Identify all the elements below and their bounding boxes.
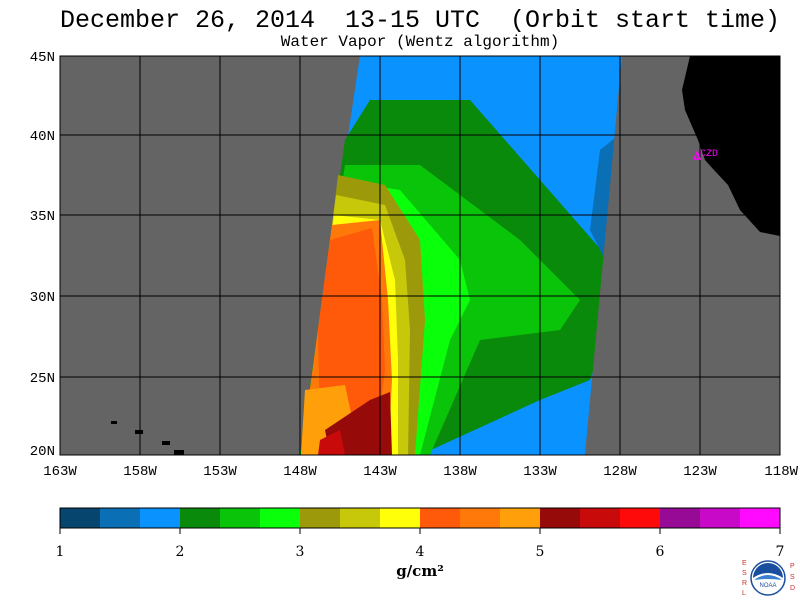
longitude-label: 148W bbox=[283, 464, 317, 480]
colorbar-tick-label: 6 bbox=[656, 544, 665, 560]
colorbar-swatch bbox=[260, 508, 301, 528]
colorbar-swatch bbox=[500, 508, 541, 528]
coastal-no-data bbox=[585, 56, 780, 455]
colorbar-tick-label: 3 bbox=[296, 544, 305, 560]
colorbar-swatch bbox=[700, 508, 741, 528]
colorbar-swatch bbox=[300, 508, 341, 528]
station-glyph bbox=[692, 150, 702, 160]
logo-center-text: NOAA bbox=[759, 583, 776, 589]
colorbar-tick-label: 4 bbox=[416, 544, 425, 560]
colorbar-tick-label: 2 bbox=[176, 544, 185, 560]
colorbar-tick-label: 7 bbox=[776, 544, 785, 560]
longitude-label: 123W bbox=[683, 464, 717, 480]
logo-left-letter: E bbox=[742, 560, 747, 567]
station-marker: CZD bbox=[692, 149, 718, 160]
island-maui bbox=[162, 441, 170, 445]
logo-right-letter: P bbox=[790, 563, 795, 570]
colorbar-swatch bbox=[180, 508, 221, 528]
colorbar bbox=[60, 508, 781, 528]
station-label: CZD bbox=[700, 149, 718, 160]
colorbar-swatch bbox=[60, 508, 101, 528]
logo-left-letter: S bbox=[742, 570, 747, 577]
longitude-label: 128W bbox=[603, 464, 637, 480]
map-graticule bbox=[60, 56, 780, 455]
map-title: December 26, 2014 13-15 UTC (Orbit start… bbox=[59, 6, 781, 35]
longitude-label: 133W bbox=[523, 464, 557, 480]
latitude-label: 30N bbox=[30, 290, 55, 306]
colorbar-swatch bbox=[100, 508, 141, 528]
colorbar-swatch bbox=[420, 508, 461, 528]
swath-red-band bbox=[318, 430, 345, 455]
map-subtitle: Water Vapor (Wentz algorithm) bbox=[280, 33, 560, 51]
island-niihau bbox=[111, 421, 117, 424]
north-america-land bbox=[585, 56, 780, 455]
longitude-label: 138W bbox=[443, 464, 477, 480]
colorbar-swatch bbox=[660, 508, 701, 528]
longitude-label: 143W bbox=[363, 464, 397, 480]
colorbar-swatch bbox=[620, 508, 661, 528]
latitude-label: 40N bbox=[30, 129, 55, 145]
logo-right-letter: S bbox=[790, 574, 795, 581]
island-hawaii bbox=[174, 450, 184, 455]
colorbar-tick-label: 5 bbox=[536, 544, 545, 560]
colorbar-swatch bbox=[140, 508, 181, 528]
land-mass bbox=[682, 56, 780, 236]
colorbar-swatch bbox=[340, 508, 381, 528]
logo-right-letters: PSD bbox=[790, 563, 795, 592]
longitude-label: 158W bbox=[123, 464, 157, 480]
colorbar-swatch bbox=[540, 508, 581, 528]
hawaiian-islands bbox=[111, 421, 184, 455]
colorbar-swatch bbox=[580, 508, 621, 528]
logo-top-half bbox=[753, 563, 783, 578]
island-kauai-oahu bbox=[135, 430, 143, 434]
colorbar-swatch bbox=[380, 508, 421, 528]
colorbar-unit: g/cm² bbox=[396, 562, 444, 580]
logo-left-letter: R bbox=[742, 580, 747, 587]
map-frame bbox=[59, 55, 781, 456]
colorbar-ticks: 1 2 3 4 5 6 7 bbox=[56, 528, 785, 560]
longitude-label: 163W bbox=[43, 464, 77, 480]
longitude-label: 153W bbox=[203, 464, 237, 480]
longitude-label: 118W bbox=[764, 464, 798, 480]
latitude-labels: 45N 40N 35N 30N 25N 20N bbox=[30, 50, 55, 460]
colorbar-tick-label: 1 bbox=[56, 544, 65, 560]
longitude-labels: 163W 158W 153W 148W 143W 138W 133W 128W 123W 118W bbox=[43, 464, 798, 480]
latitude-label: 20N bbox=[30, 444, 55, 460]
swath-red-orange-band bbox=[318, 228, 385, 430]
latitude-label: 45N bbox=[30, 50, 55, 66]
colorbar-swatch bbox=[740, 508, 781, 528]
logo-right-letter: D bbox=[790, 585, 795, 592]
latitude-label: 35N bbox=[30, 209, 55, 225]
logo-left-letter: L bbox=[742, 590, 746, 597]
latitude-label: 25N bbox=[30, 371, 55, 387]
colorbar-swatch bbox=[460, 508, 501, 528]
colorbar-swatch bbox=[220, 508, 261, 528]
logo-bird bbox=[754, 575, 782, 580]
